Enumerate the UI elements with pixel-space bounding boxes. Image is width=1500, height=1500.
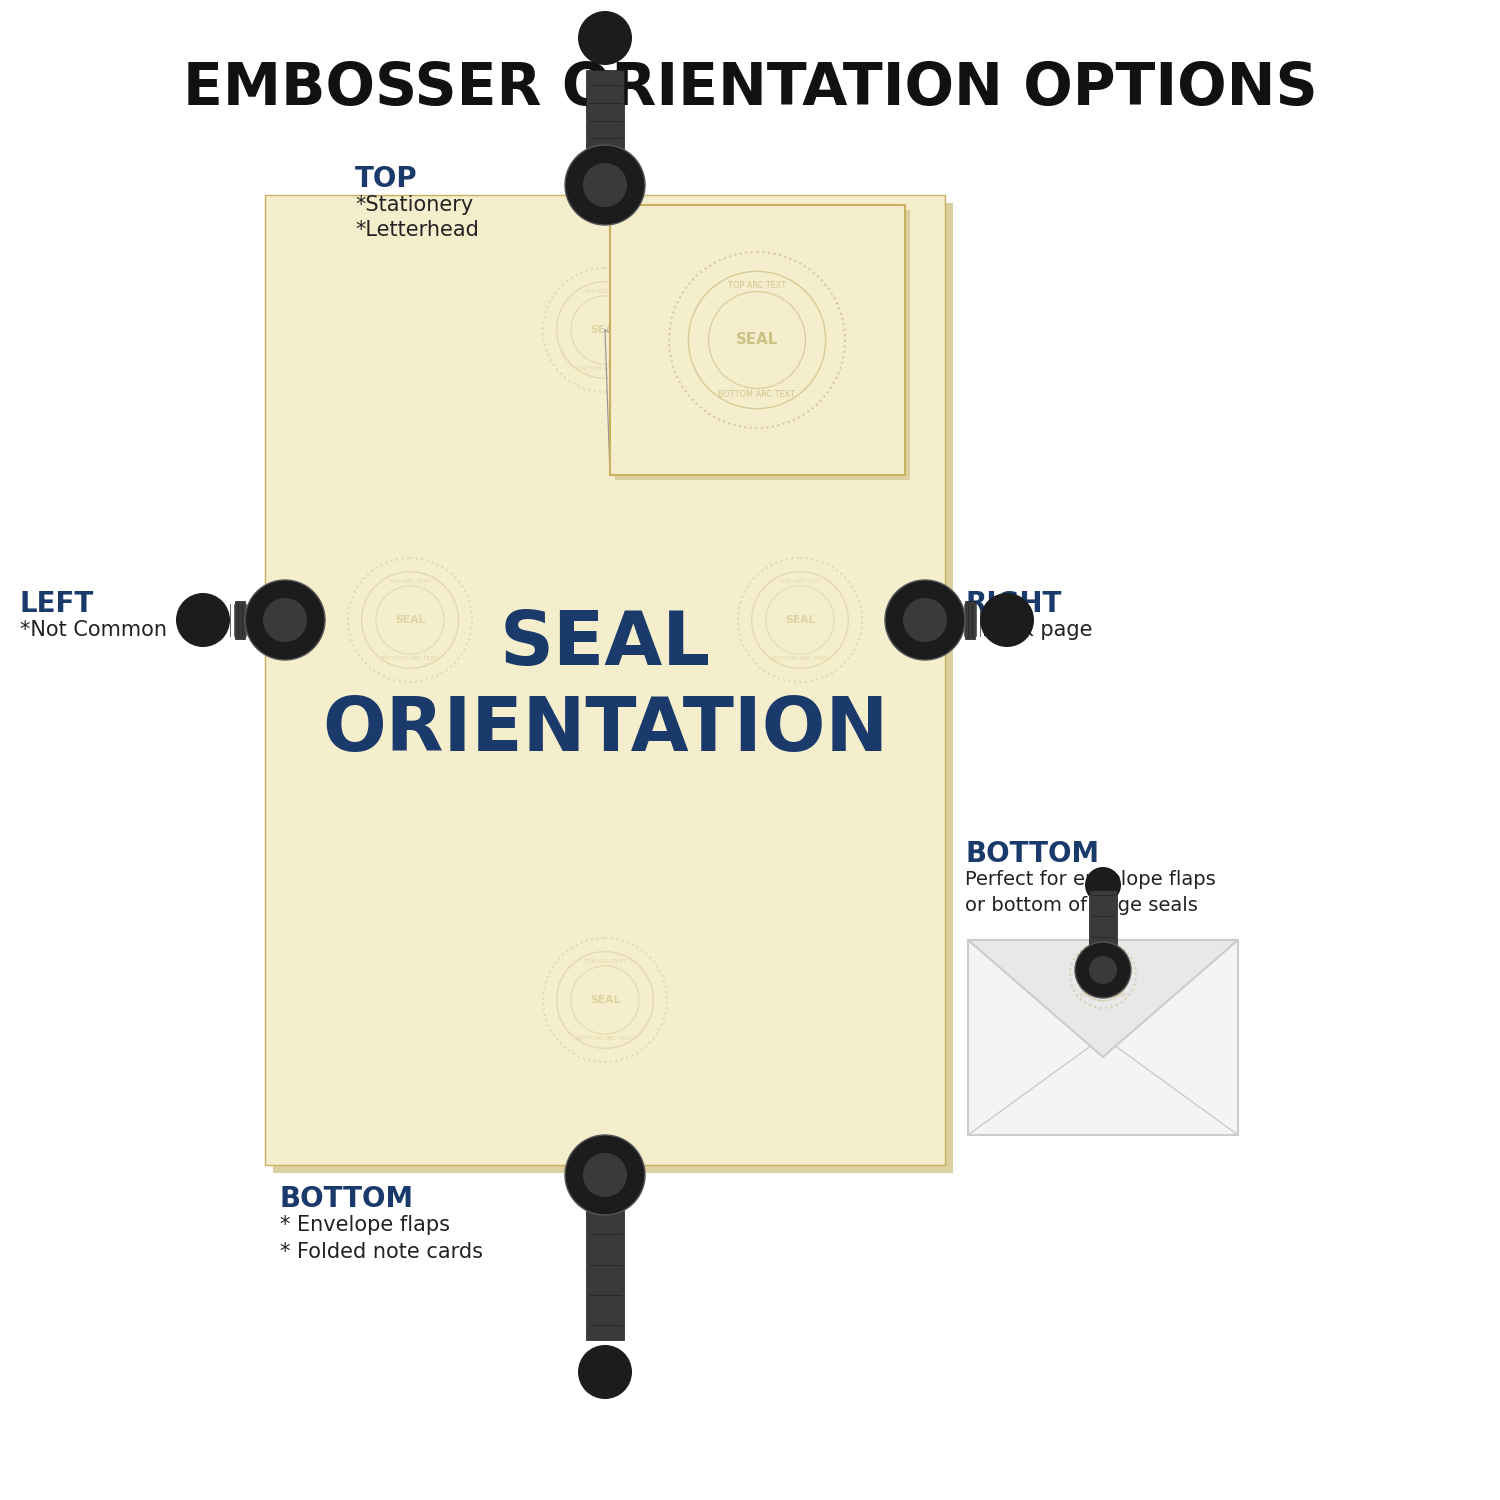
Bar <box>964 602 975 639</box>
Text: *Stationery: *Stationery <box>356 195 474 214</box>
Text: RIGHT: RIGHT <box>964 590 1062 618</box>
Text: BOTTOM ARC TEXT: BOTTOM ARC TEXT <box>578 1036 633 1041</box>
Text: * Book page: * Book page <box>964 620 1092 640</box>
Circle shape <box>903 598 946 642</box>
Text: BOTTOM ARC TEXT: BOTTOM ARC TEXT <box>718 390 795 399</box>
Bar <box>968 940 1238 1136</box>
Bar <box>615 210 910 480</box>
Text: SEAL: SEAL <box>394 615 424 626</box>
Text: SEAL: SEAL <box>736 333 778 348</box>
Bar <box>1089 890 1118 965</box>
Circle shape <box>584 164 627 207</box>
Text: BOTTOM: BOTTOM <box>280 1185 414 1214</box>
Circle shape <box>885 580 965 660</box>
Circle shape <box>1084 867 1120 903</box>
Text: *Not Common: *Not Common <box>20 620 166 640</box>
Polygon shape <box>968 940 1238 1058</box>
Text: TOP ARC TEXT: TOP ARC TEXT <box>584 958 626 964</box>
Text: SEAL: SEAL <box>784 615 814 626</box>
Text: SEAL: SEAL <box>500 609 711 681</box>
Circle shape <box>176 592 230 646</box>
Circle shape <box>578 10 632 64</box>
Text: LEFT: LEFT <box>20 590 94 618</box>
Bar <box>266 195 945 1166</box>
Circle shape <box>566 146 645 225</box>
Text: BOTTOM ARC TEXT: BOTTOM ARC TEXT <box>578 366 633 370</box>
Text: ORIENTATION: ORIENTATION <box>322 693 888 766</box>
Circle shape <box>262 598 308 642</box>
Circle shape <box>584 1154 627 1197</box>
Circle shape <box>1076 942 1131 998</box>
Text: SEAL: SEAL <box>590 326 620 334</box>
Circle shape <box>566 1136 645 1215</box>
Text: * Envelope flaps: * Envelope flaps <box>280 1215 450 1234</box>
Text: BOTTOM ARC TEXT: BOTTOM ARC TEXT <box>772 656 828 662</box>
Text: BOTTOM ARC TEXT: BOTTOM ARC TEXT <box>382 656 438 662</box>
Bar <box>236 602 244 639</box>
Text: TOP ARC TEXT: TOP ARC TEXT <box>728 280 786 290</box>
Bar <box>586 1190 624 1340</box>
Text: EMBOSSER ORIENTATION OPTIONS: EMBOSSER ORIENTATION OPTIONS <box>183 60 1317 117</box>
Circle shape <box>980 592 1033 646</box>
Text: TOP ARC TEXT: TOP ARC TEXT <box>1084 952 1120 957</box>
Bar <box>610 206 904 476</box>
Text: TOP ARC TEXT: TOP ARC TEXT <box>584 290 626 294</box>
Circle shape <box>244 580 326 660</box>
Text: TOP ARC TEXT: TOP ARC TEXT <box>778 579 820 584</box>
Circle shape <box>1089 956 1118 984</box>
Text: TOP: TOP <box>356 165 417 194</box>
Bar <box>586 70 624 171</box>
Text: *Letterhead: *Letterhead <box>356 220 478 240</box>
Bar <box>273 202 952 1173</box>
Text: * Folded note cards: * Folded note cards <box>280 1242 483 1262</box>
Text: TOP ARC TEXT: TOP ARC TEXT <box>388 579 430 584</box>
Text: or bottom of page seals: or bottom of page seals <box>964 896 1198 915</box>
Text: SEAL: SEAL <box>1090 970 1116 980</box>
Text: Perfect for envelope flaps: Perfect for envelope flaps <box>964 870 1215 889</box>
Text: BOTTOM: BOTTOM <box>964 840 1100 868</box>
Text: SEAL: SEAL <box>590 994 620 1005</box>
Circle shape <box>578 1346 632 1400</box>
Text: BOTTOM ARC TEXT: BOTTOM ARC TEXT <box>1080 993 1126 998</box>
